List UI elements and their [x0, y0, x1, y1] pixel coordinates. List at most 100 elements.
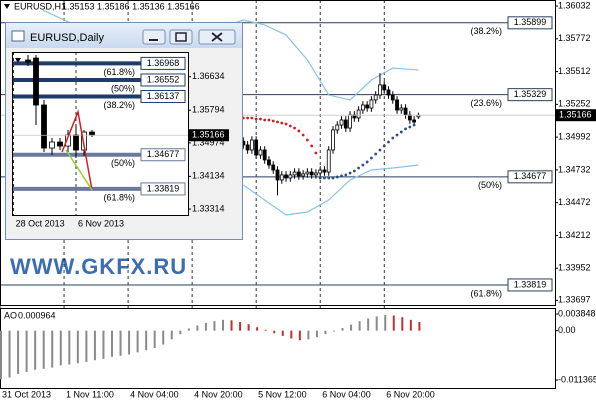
ao-bar [179, 330, 182, 335]
level-box [507, 88, 553, 102]
candle-body [373, 94, 378, 101]
candle-body [343, 119, 348, 129]
level-label: (50%) [111, 158, 135, 168]
maximize-glyph [175, 32, 187, 42]
ao-bar [298, 330, 301, 341]
y-tick-label: 1.35512 [558, 66, 591, 76]
ao-bar [145, 330, 148, 351]
candle-body [403, 107, 408, 116]
candle-body [314, 172, 318, 176]
ao-bar [17, 330, 20, 375]
candle-body [279, 174, 284, 181]
sar-dot [284, 122, 288, 126]
sar-dot [399, 130, 403, 134]
sar-dot [370, 156, 373, 160]
sar-dot [357, 166, 361, 170]
y-tick-label: 1.34134 [192, 171, 225, 181]
sar-dot [301, 133, 305, 137]
ao-bar [102, 330, 105, 359]
candle-body [339, 119, 344, 126]
level-label: (61.8%) [103, 192, 135, 202]
candle-body [49, 141, 55, 149]
candle-body [390, 94, 395, 101]
sar-dot [412, 123, 416, 127]
candle-body [335, 124, 340, 131]
price-tag-label: 1.35166 [192, 130, 225, 140]
sar-dot [331, 176, 335, 180]
ao-bar [213, 321, 216, 331]
sar-dot [378, 148, 382, 152]
sar-dot [267, 118, 271, 122]
sar-dot [395, 133, 399, 137]
level-value: 1.36552 [147, 74, 180, 84]
candle-body [318, 169, 323, 174]
candle-body [356, 109, 361, 119]
candle-body [25, 59, 31, 63]
x-tick-label: 5 Nov 12:00 [258, 389, 307, 399]
menu-arrow[interactable] [15, 58, 21, 63]
ohlc: 1.35153 1.35186 1.35136 1.35166 [62, 1, 200, 11]
ao-bar [264, 329, 267, 331]
ao-bar [401, 317, 404, 331]
sar-dot [408, 125, 412, 129]
sar-dot [327, 176, 331, 180]
candle-body [360, 104, 365, 111]
ao-bar [111, 330, 113, 357]
y-tick-label: 1.34472 [558, 197, 591, 207]
y-tick-label: 1.34212 [558, 230, 591, 240]
level-value: 1.36968 [147, 58, 180, 68]
sar-dot [263, 118, 267, 122]
maximize-button[interactable] [169, 29, 193, 45]
x-tick-label: 1 Nov 11:00 [66, 389, 114, 399]
y-tick-label: 1.33697 [558, 295, 591, 305]
ao-bar [333, 330, 335, 332]
level-box [140, 56, 186, 70]
level-value: 1.34677 [147, 149, 180, 159]
level-label: (38.2%) [103, 100, 135, 110]
candle-body [407, 114, 412, 121]
level-box [140, 148, 186, 162]
ao-bar [239, 322, 242, 331]
level-label: (61.8%) [103, 67, 135, 77]
y-tick-label: 1.33314 [192, 203, 225, 213]
sar-dot [246, 116, 250, 120]
level-value: 1.33819 [147, 183, 180, 193]
level-label: (38.2%) [470, 26, 502, 36]
candle-body [81, 131, 87, 151]
candle-body [296, 171, 301, 177]
ao-bar [8, 330, 11, 378]
level-value: 1.33819 [514, 279, 547, 289]
candle-body [275, 169, 280, 181]
level-label: (50%) [478, 180, 502, 190]
ao-bar [162, 330, 165, 345]
candle-body [322, 169, 327, 173]
ao-bar [392, 315, 395, 331]
minimize-button[interactable] [142, 29, 166, 45]
menu-arrow[interactable] [4, 4, 10, 9]
ao-value: 0.000964 [18, 310, 56, 320]
y-tick-label: 1.34732 [558, 164, 591, 174]
ao-bar [204, 322, 207, 331]
sar-dot [259, 117, 262, 121]
ao-bar [85, 330, 88, 362]
x-tick-label: 4 Nov 04:00 [130, 389, 179, 399]
window-title: EURUSD,Daily [30, 32, 104, 44]
ao-bar [153, 330, 156, 349]
ao-bar [307, 330, 310, 340]
ao-bar [384, 315, 387, 331]
candle-body [378, 84, 382, 96]
ao-bar [367, 318, 370, 331]
y-tick-label: 1.36634 [192, 71, 225, 81]
y-tick-label: 0.003848 [558, 308, 596, 318]
ao-bar [273, 330, 276, 334]
candle-body [326, 149, 331, 173]
ao-bar [418, 322, 421, 331]
ao-bar [68, 330, 71, 365]
candle-body [33, 57, 39, 106]
ao-bar [93, 330, 96, 361]
ao-bar [358, 321, 361, 331]
sar-dot [305, 138, 309, 142]
ao-bar [0, 330, 2, 380]
price-tag [189, 129, 229, 142]
ao-bar [409, 319, 412, 331]
